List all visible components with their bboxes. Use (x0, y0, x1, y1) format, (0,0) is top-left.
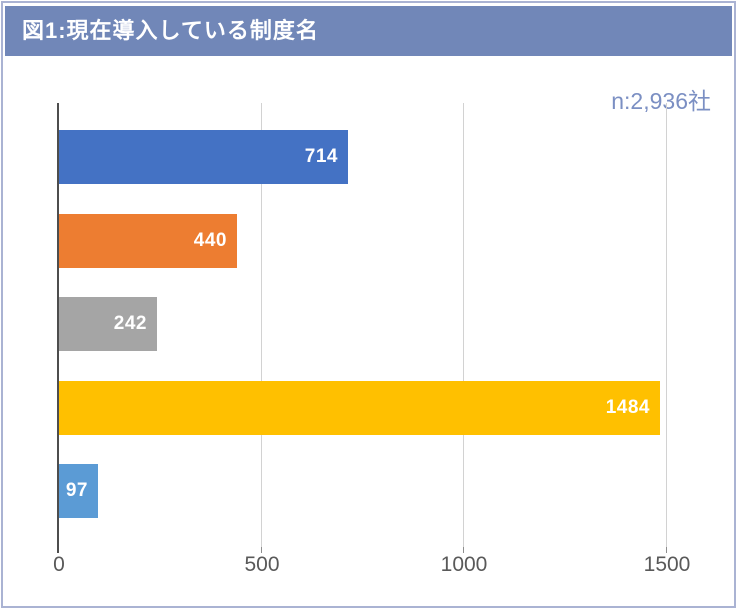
bar: 242 (59, 297, 157, 351)
bar: 1484 (59, 381, 660, 435)
sample-size-label: n:2,936社 (611, 88, 711, 114)
bar: 714 (59, 130, 348, 184)
x-axis-tick-label: 1000 (440, 553, 488, 576)
chart-title-bar: 図1:現在導入している制度名 (5, 6, 732, 56)
x-axis-tick-label: 500 (244, 553, 280, 576)
bar-value-label: 242 (113, 313, 147, 334)
bar-value-label: 97 (65, 480, 88, 501)
plot-area: 714 440 242 1484 97 (59, 103, 667, 547)
bar: 440 (59, 214, 237, 268)
x-axis-tick-label: 0 (53, 553, 65, 576)
gridline (463, 103, 464, 547)
x-axis-tick (463, 547, 464, 553)
bar: 97 (59, 464, 98, 518)
chart-title: 図1:現在導入している制度名 (22, 18, 319, 43)
bar-value-label: 714 (304, 146, 338, 167)
y-axis-line (57, 103, 59, 553)
x-axis-tick-label: 1500 (643, 553, 691, 576)
x-axis-tick (666, 547, 667, 553)
bar-value-label: 1484 (605, 397, 650, 418)
gridline (666, 103, 667, 547)
x-axis-tick (261, 547, 262, 553)
gridline (261, 103, 262, 547)
bar-value-label: 440 (193, 230, 227, 251)
